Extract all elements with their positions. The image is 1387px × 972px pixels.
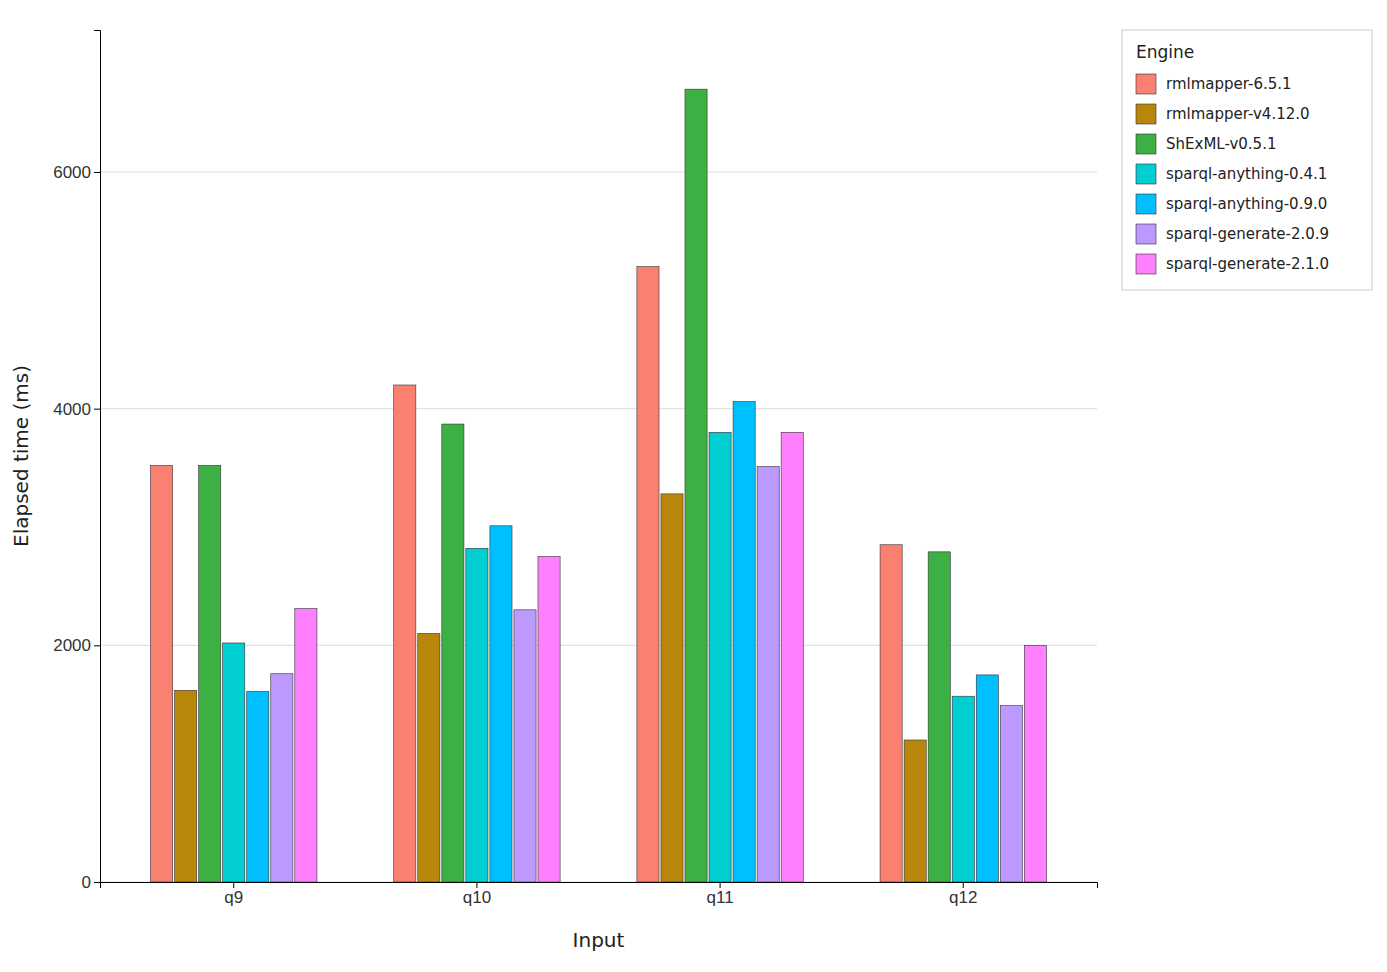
x-axis-line <box>101 883 1098 889</box>
bar <box>661 494 683 882</box>
y-tick-label: 0 <box>82 873 91 892</box>
bar-series <box>151 267 903 882</box>
legend-swatch <box>1136 224 1156 244</box>
bar <box>733 402 755 882</box>
y-tick-mark <box>94 645 100 646</box>
legend-item: sparql-generate-2.1.0 <box>1136 254 1329 274</box>
x-tick-label: q12 <box>949 888 977 907</box>
bar <box>685 89 707 882</box>
legend-swatch <box>1136 134 1156 154</box>
y-axis: 0 2000 4000 6000 <box>53 31 100 892</box>
bar <box>490 526 512 882</box>
y-tick: 6000 <box>53 163 100 182</box>
bar <box>442 424 464 882</box>
bar <box>223 643 245 882</box>
bar <box>466 548 488 882</box>
legend-item: sparql-anything-0.4.1 <box>1136 164 1327 184</box>
legend-label: rmlmapper-6.5.1 <box>1166 75 1292 93</box>
legend-swatch <box>1136 194 1156 214</box>
bar <box>976 675 998 882</box>
legend-label: rmlmapper-v4.12.0 <box>1166 105 1310 123</box>
bar <box>1000 706 1022 882</box>
bar-series <box>175 494 927 882</box>
legend-label: sparql-generate-2.1.0 <box>1166 255 1329 273</box>
legend-label: sparql-anything-0.4.1 <box>1166 165 1327 183</box>
bar-series <box>295 432 1047 882</box>
bar-series <box>223 432 975 882</box>
legend-swatch <box>1136 104 1156 124</box>
grid-line <box>100 408 1097 409</box>
bar <box>781 432 803 882</box>
bar <box>175 690 197 882</box>
legend-item: sparql-generate-2.0.9 <box>1136 224 1329 244</box>
legend-swatch <box>1136 164 1156 184</box>
bar <box>538 557 560 882</box>
y-tick: 4000 <box>53 400 100 419</box>
plot: q9 q10 q11 q12 0 2000 4000 6000 Input Elapsed tim… <box>9 31 1098 953</box>
y-tick-label: 4000 <box>53 400 91 419</box>
bar <box>637 267 659 882</box>
y-tick: 0 <box>82 873 100 892</box>
y-axis-title: Elapsed time (ms) <box>9 365 33 547</box>
x-tick: q9 <box>224 882 243 907</box>
bar <box>757 467 779 882</box>
bar <box>418 634 440 883</box>
legend: Engine rmlmapper-6.5.1 rmlmapper-v4.12.0 Sh… <box>1122 30 1372 290</box>
grid <box>100 172 1097 882</box>
bar-series <box>271 467 1023 882</box>
x-tick: q11 <box>707 882 734 907</box>
y-axis-line <box>94 31 101 883</box>
bar <box>1024 645 1046 882</box>
bar-series <box>247 402 999 882</box>
x-tick-label: q10 <box>463 888 491 907</box>
x-tick: q10 <box>463 882 491 907</box>
grid-line <box>100 172 1097 173</box>
legend-item: ShExML-v0.5.1 <box>1136 134 1276 154</box>
bar <box>394 385 416 882</box>
bar <box>514 610 536 882</box>
y-tick-mark <box>94 172 100 173</box>
x-tick-label: q11 <box>707 888 734 907</box>
x-axis: q9 q10 q11 q12 <box>101 882 1098 907</box>
bar <box>199 465 221 882</box>
y-tick-label: 6000 <box>53 163 91 182</box>
bar <box>271 674 293 882</box>
legend-label: sparql-anything-0.9.0 <box>1166 195 1327 213</box>
legend-item: rmlmapper-6.5.1 <box>1136 74 1292 94</box>
bar <box>952 696 974 882</box>
bars <box>151 89 1047 882</box>
y-tick-mark <box>94 882 100 883</box>
bar <box>928 552 950 882</box>
bar <box>709 432 731 882</box>
bar <box>295 609 317 882</box>
x-tick: q12 <box>949 882 977 907</box>
y-tick-mark <box>94 409 100 410</box>
x-tick-label: q9 <box>224 888 243 907</box>
x-axis-title: Input <box>573 928 625 952</box>
legend-swatch <box>1136 254 1156 274</box>
bar <box>880 545 902 882</box>
bar <box>151 465 173 882</box>
bar <box>904 740 926 882</box>
bar <box>247 691 269 882</box>
legend-swatch <box>1136 74 1156 94</box>
y-tick: 2000 <box>53 636 100 655</box>
y-tick-label: 2000 <box>53 636 91 655</box>
legend-frame <box>1122 30 1372 290</box>
bar-series <box>199 89 951 882</box>
legend-title: Engine <box>1136 42 1194 62</box>
legend-label: ShExML-v0.5.1 <box>1166 135 1276 153</box>
legend-item: sparql-anything-0.9.0 <box>1136 194 1327 214</box>
legend-label: sparql-generate-2.0.9 <box>1166 225 1329 243</box>
chart: q9 q10 q11 q12 0 2000 4000 6000 Input Elapsed tim… <box>0 0 1387 972</box>
legend-item: rmlmapper-v4.12.0 <box>1136 104 1310 124</box>
